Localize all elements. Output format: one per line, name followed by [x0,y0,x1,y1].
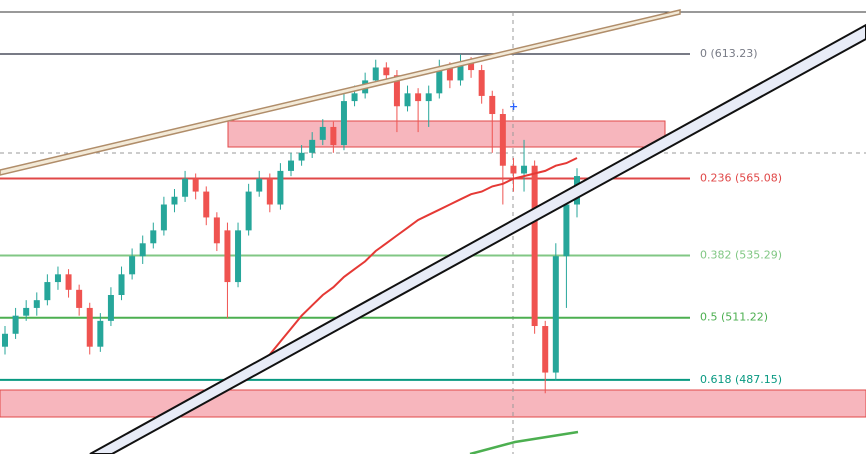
candle-body [404,93,411,107]
candle-body [351,93,358,102]
candle-body [383,67,390,76]
candle-body [298,152,305,161]
candle-body [224,230,231,283]
candle-body [44,282,51,301]
candle-body [235,230,242,283]
candle-body [415,93,422,102]
candle-body [76,289,83,308]
candle-body [129,256,136,275]
candle-body [446,67,453,81]
candle-body [552,256,559,373]
marker: + [509,100,518,113]
candle-body [54,274,61,283]
candle-body [372,67,379,81]
candle-body [203,191,210,218]
candle-body [393,75,400,107]
ma-line [469,430,579,454]
trend-line [0,9,681,176]
candle-body [330,126,337,146]
fib-label: 0.618 (487.15) [700,373,782,386]
fib-label: 0.382 (535.29) [700,248,782,261]
candle-body [12,315,19,334]
candle-body [171,196,178,205]
candle-body [510,165,517,174]
candle-body [542,326,549,373]
zone-box [0,389,866,418]
fib-label: 0.236 (565.08) [700,171,782,184]
fib-label: 0 (613.23) [700,47,758,60]
candle-body [309,139,316,153]
candle-body [192,178,199,192]
candle-body [436,67,443,94]
candle-body [521,165,528,174]
candle-body [23,307,30,316]
candle-body [288,160,294,171]
candle-body [468,62,475,71]
candle-body [478,70,485,96]
candle-body [150,230,157,244]
candle-body [457,62,464,81]
candle-body [425,93,432,102]
channel-line [89,23,866,454]
zone-box [227,120,666,148]
candle-body [33,300,40,308]
candle-body [97,320,104,347]
candle-body [2,333,8,347]
candle-body [266,178,273,205]
candle-body [499,114,506,166]
candle-body [256,178,263,192]
candle-body [86,307,93,347]
candle-body [160,204,167,231]
candle-body [65,274,72,290]
candle-body [319,126,326,140]
candle-body [245,191,252,231]
candle-body [213,217,220,244]
candle-body [531,165,538,327]
candle-body [340,101,347,146]
candle-body [107,294,114,321]
candle-body [139,243,146,257]
candle-body [563,204,570,257]
candle-body [118,274,125,295]
candle-body [277,170,284,205]
candle-body [182,178,189,197]
fib-label: 0.5 (511.22) [700,311,768,324]
candle-body [489,95,496,115]
